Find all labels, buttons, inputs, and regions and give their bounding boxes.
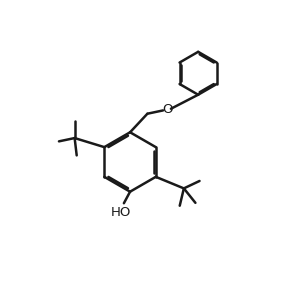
Text: O: O xyxy=(162,103,173,116)
Text: HO: HO xyxy=(110,206,131,219)
